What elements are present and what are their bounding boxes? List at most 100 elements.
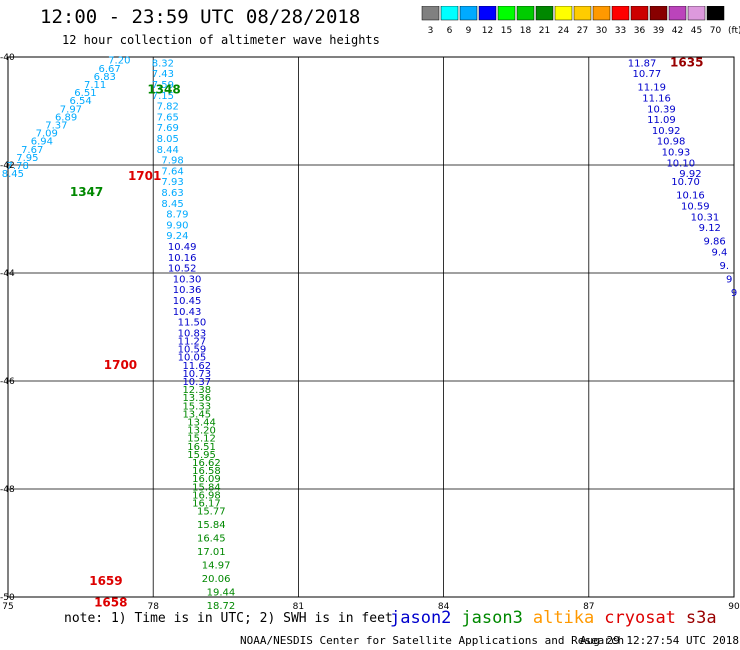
y-tick-label: -46 xyxy=(0,377,15,387)
color-scale-unit: (ft) xyxy=(728,26,740,36)
satellite-legend-item: jason3 xyxy=(461,608,523,628)
wave-height-point: 11.09 xyxy=(647,115,676,126)
color-scale-label: 6 xyxy=(447,26,453,36)
wave-height-point: 7.20 xyxy=(108,56,130,67)
color-scale-swatch xyxy=(516,6,535,21)
wave-height-point: 9.92 xyxy=(679,169,701,180)
x-tick-label: 78 xyxy=(147,602,159,612)
color-scale-swatch xyxy=(554,6,573,21)
wave-height-point: 7.15 xyxy=(152,91,174,102)
wave-height-point: 15.84 xyxy=(197,520,226,531)
wave-height-point: 6.94 xyxy=(31,137,53,148)
wave-height-point: 7.67 xyxy=(21,145,43,156)
y-tick-label: -40 xyxy=(0,53,15,63)
wave-height-point: 7.93 xyxy=(161,177,183,188)
x-tick-label: 75 xyxy=(2,602,13,612)
wave-height-point: 19.44 xyxy=(207,588,236,599)
wave-height-point: 6.89 xyxy=(55,112,77,123)
color-scale-label: 39 xyxy=(653,26,665,36)
wave-height-point: 10.10 xyxy=(666,158,695,169)
wave-height-point: 10.73 xyxy=(182,369,211,380)
wave-height-point: 10.92 xyxy=(652,126,681,137)
wave-height-point: 6.51 xyxy=(74,88,96,99)
wave-height-point: 14.97 xyxy=(202,561,231,572)
color-scale-swatch xyxy=(668,6,687,21)
wave-height-point: 16.98 xyxy=(192,490,221,501)
y-tick-label: -48 xyxy=(0,485,15,495)
wave-height-point: 10.59 xyxy=(681,202,710,213)
pass-time-label: 1347 xyxy=(70,185,103,199)
satellite-legend-item: s3a xyxy=(685,608,717,628)
x-tick-label: 90 xyxy=(728,602,740,612)
wave-height-point: 10.52 xyxy=(168,264,197,275)
x-tick-label: 84 xyxy=(438,602,450,612)
wave-height-point: 7.09 xyxy=(36,129,58,140)
wave-height-point: 10.45 xyxy=(173,296,202,307)
footer-timestamp: Aug 29 12:27:54 UTC 2018 xyxy=(580,634,739,647)
y-tick-label: -50 xyxy=(0,593,15,603)
y-tick-label: -42 xyxy=(0,161,15,171)
wave-height-point: 10.43 xyxy=(173,307,202,318)
chart-subtitle: 12 hour collection of altimeter wave hei… xyxy=(62,33,380,47)
color-scale-swatch xyxy=(573,6,592,21)
wave-height-point: 16.62 xyxy=(192,458,221,469)
wave-height-point: 13.36 xyxy=(182,393,211,404)
color-scale-swatch xyxy=(440,6,459,21)
wave-height-point: 10.16 xyxy=(168,253,197,264)
wave-height-point: 10.31 xyxy=(691,212,720,223)
color-scale-label: 36 xyxy=(634,26,646,36)
pass-time-label: 1700 xyxy=(104,358,137,372)
color-scale-swatch xyxy=(459,6,478,21)
wave-height-point: 10.98 xyxy=(657,137,686,148)
wave-height-point: 11.87 xyxy=(628,58,657,69)
color-scale-label: 70 xyxy=(710,26,722,36)
color-scale-swatch xyxy=(611,6,630,21)
wave-height-point: 10.36 xyxy=(173,285,202,296)
wave-height-point: 15.95 xyxy=(187,450,216,461)
color-scale-swatch xyxy=(630,6,649,21)
color-scale-label: 9 xyxy=(466,26,472,36)
color-scale-swatch xyxy=(497,6,516,21)
color-scale-label: 12 xyxy=(482,26,493,36)
wave-height-point: 13.45 xyxy=(182,409,211,420)
wave-height-point: 18.72 xyxy=(207,601,236,612)
color-scale-label: 21 xyxy=(539,26,550,36)
wave-height-point: 8.05 xyxy=(157,134,179,145)
wave-height-point: 9.90 xyxy=(166,220,188,231)
wave-height-point: 7.95 xyxy=(16,153,38,164)
wave-height-point: 7.43 xyxy=(152,69,174,80)
satellite-legend: jason2 jason3 altika cryosat s3a xyxy=(390,608,727,628)
wave-height-point: 8.45 xyxy=(2,169,24,180)
wave-height-point: 6.83 xyxy=(94,72,116,83)
wave-height-point: 10.39 xyxy=(647,104,676,115)
wave-height-point: 9. xyxy=(720,261,730,272)
wave-height-point: 16.58 xyxy=(192,466,221,477)
wave-height-point: 8.79 xyxy=(166,210,188,221)
y-tick-label: -44 xyxy=(0,269,15,279)
wave-height-point: 11.50 xyxy=(178,318,207,329)
x-tick-label: 81 xyxy=(293,602,304,612)
wave-height-point: 10.70 xyxy=(671,177,700,188)
wave-height-point: 9.12 xyxy=(699,223,721,234)
wave-height-point: 13.44 xyxy=(187,418,216,429)
wave-height-point: 8.45 xyxy=(161,199,183,210)
color-scale-label: 15 xyxy=(501,26,512,36)
pass-time-label: 1658 xyxy=(94,595,127,609)
wave-height-point: 9.4 xyxy=(712,247,728,258)
wave-height-point: 8.63 xyxy=(161,188,183,199)
wave-height-point: 15.84 xyxy=(192,482,221,493)
satellite-legend-item: altika xyxy=(532,608,595,628)
chart-title: 12:00 - 23:59 UTC 08/28/2018 xyxy=(40,6,361,28)
wave-height-point: 11.27 xyxy=(178,337,207,348)
wave-height-point: 11.62 xyxy=(182,361,211,372)
wave-height-point: 11.19 xyxy=(637,83,666,94)
color-scale-label: 3 xyxy=(428,26,434,36)
pass-time-label: 1348 xyxy=(147,82,180,96)
color-scale-label: 18 xyxy=(520,26,532,36)
color-scale-swatch xyxy=(592,6,611,21)
satellite-legend-item: jason2 xyxy=(390,608,452,628)
wave-height-point: 16.09 xyxy=(192,474,221,485)
wave-height-point: 20.06 xyxy=(202,574,231,585)
